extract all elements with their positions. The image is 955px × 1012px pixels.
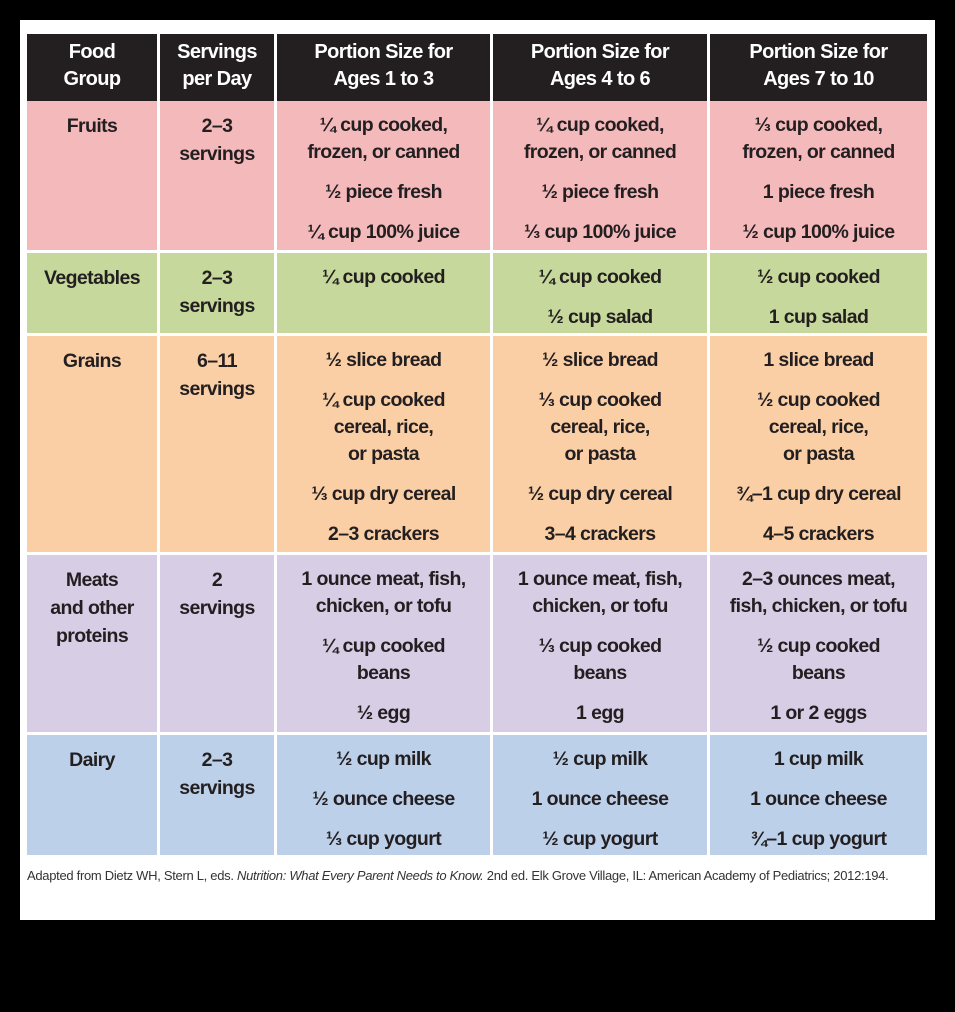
meats-ages-7-10: 2–3 ounces meat, fish, chicken, or tofu ½… [710,555,927,735]
portion-item: ¼ cup cooked beans [322,635,445,684]
header-ages-7-10: Portion Size for Ages 7 to 10 [710,34,927,101]
portion-item: 4–5 crackers [763,523,875,545]
fruits-ages-4-6: ¼ cup cooked, frozen, or canned ½ piece f… [493,101,710,253]
portion-item: 2–3 crackers [328,523,440,545]
portion-item: ½ cup dry cereal [527,483,673,505]
portion-item: ½ cup cooked [757,266,880,288]
servings-label: 2–3 servings [179,267,255,317]
portion-item: ⅓ cup yogurt [325,828,442,850]
portion-item: 1 ounce meat, fish, chicken, or tofu [517,568,683,617]
portion-item: ½ cup milk [552,748,648,770]
fruits-ages-7-10: ⅓ cup cooked, frozen, or canned 1 piece f… [710,101,927,253]
servings-label: 2 servings [179,569,255,619]
dairy-food-group: Dairy [27,735,160,858]
portion-item: 3–4 crackers [544,523,657,545]
header-food-group: Food Group [27,34,160,101]
portion-item: ⅓ cup cooked, frozen, or canned [742,114,895,163]
grains-ages-1-3: ½ slice bread ¼ cup cooked cereal, rice, … [277,336,493,555]
dairy-ages-7-10: 1 cup milk 1 ounce cheese ¾–1 cup yogurt [710,735,927,858]
servings-label: 2–3 servings [179,115,255,165]
footnote-prefix: Adapted from Dietz WH, Stern L, eds. [27,868,237,883]
servings-label: 6–11 servings [179,350,255,400]
grains-food-group: Grains [27,336,160,555]
grains-ages-4-6: ½ slice bread ⅓ cup cooked cereal, rice, … [493,336,710,555]
portion-item: 1 ounce cheese [750,788,887,810]
portion-item: ¼ cup 100% juice [307,221,461,243]
portion-item: 1 or 2 eggs [770,702,867,724]
portion-item: ¼ cup cooked cereal, rice, or pasta [322,389,445,465]
portion-item: 1 slice bread [763,349,874,371]
portion-item: ¼ cup cooked [538,266,662,288]
portion-item: ½ ounce cheese [312,788,455,810]
portion-item: ½ slice bread [542,349,658,371]
header-ages-1-3: Portion Size for Ages 1 to 3 [277,34,493,101]
portion-item: 1 ounce meat, fish, chicken, or tofu [301,568,466,617]
food-group-label: Dairy [69,749,115,771]
meats-ages-4-6: 1 ounce meat, fish, chicken, or tofu ⅓ cu… [493,555,710,735]
food-group-label: Grains [62,350,122,372]
portion-item: ¼ cup cooked [322,266,445,288]
vegetables-food-group: Vegetables [27,253,160,336]
vegetables-servings: 2–3 servings [160,253,277,336]
portion-item: ¾–1 cup dry cereal [736,483,901,505]
dairy-servings: 2–3 servings [160,735,277,858]
portion-item: ½ piece fresh [325,181,442,203]
portion-item: ⅓ cup cooked beans [538,635,662,684]
portion-item: 1 ounce cheese [531,788,669,810]
portion-item: ⅓ cup dry cereal [311,483,456,505]
portion-item: ½ slice bread [325,349,442,371]
food-group-label: Meats and other proteins [50,569,134,647]
portion-item: ½ cup milk [336,748,431,770]
portion-item: ½ cup cooked beans [757,635,880,684]
portion-item: 2–3 ounces meat, fish, chicken, or tofu [729,568,908,617]
vegetables-ages-4-6: ¼ cup cooked ½ cup salad [493,253,710,336]
footnote-suffix: 2nd ed. Elk Grove Village, IL: American … [483,868,889,883]
dairy-ages-1-3: ½ cup milk ½ ounce cheese ⅓ cup yogurt [277,735,493,858]
portion-item: ½ cup salad [547,306,653,328]
fruits-servings: 2–3 servings [160,101,277,253]
meats-ages-1-3: 1 ounce meat, fish, chicken, or tofu ¼ cu… [277,555,493,735]
portion-item: ½ cup 100% juice [742,221,896,243]
grains-servings: 6–11 servings [160,336,277,555]
fruits-ages-1-3: ¼ cup cooked, frozen, or canned ½ piece f… [277,101,493,253]
portion-item: ½ egg [356,702,411,724]
portion-item: 1 piece fresh [762,181,875,203]
portion-item: ⅓ cup 100% juice [524,221,677,243]
header-ages-4-6: Portion Size for Ages 4 to 6 [493,34,710,101]
fruits-food-group: Fruits [27,101,160,253]
portion-item: ¾–1 cup yogurt [750,828,887,850]
portion-item: 1 cup milk [773,748,864,770]
panel: Food Group Servings per Day Portion Size… [20,20,935,920]
meats-servings: 2 servings [160,555,277,735]
meats-food-group: Meats and other proteins [27,555,160,735]
dairy-ages-4-6: ½ cup milk 1 ounce cheese ½ cup yogurt [493,735,710,858]
portion-item: ¼ cup cooked, frozen, or canned [307,114,460,163]
portion-size-table: Food Group Servings per Day Portion Size… [27,34,927,858]
footnote: Adapted from Dietz WH, Stern L, eds. Nut… [27,866,927,885]
portion-item: ½ piece fresh [541,181,659,203]
food-group-label: Vegetables [44,267,140,289]
footnote-title: Nutrition: What Every Parent Needs to Kn… [237,868,484,883]
portion-item: ⅓ cup cooked cereal, rice, or pasta [538,389,662,465]
servings-label: 2–3 servings [179,749,255,799]
grains-ages-7-10: 1 slice bread ½ cup cooked cereal, rice, … [710,336,927,555]
portion-item: ½ cup yogurt [542,828,658,850]
header-servings: Servings per Day [160,34,277,101]
portion-item: 1 cup salad [768,306,869,328]
portion-item: ½ cup cooked cereal, rice, or pasta [757,389,880,465]
portion-item: ¼ cup cooked, frozen, or canned [523,114,677,163]
vegetables-ages-1-3: ¼ cup cooked [277,253,493,336]
food-group-label: Fruits [66,115,118,137]
vegetables-ages-7-10: ½ cup cooked 1 cup salad [710,253,927,336]
portion-item: 1 egg [576,702,625,724]
